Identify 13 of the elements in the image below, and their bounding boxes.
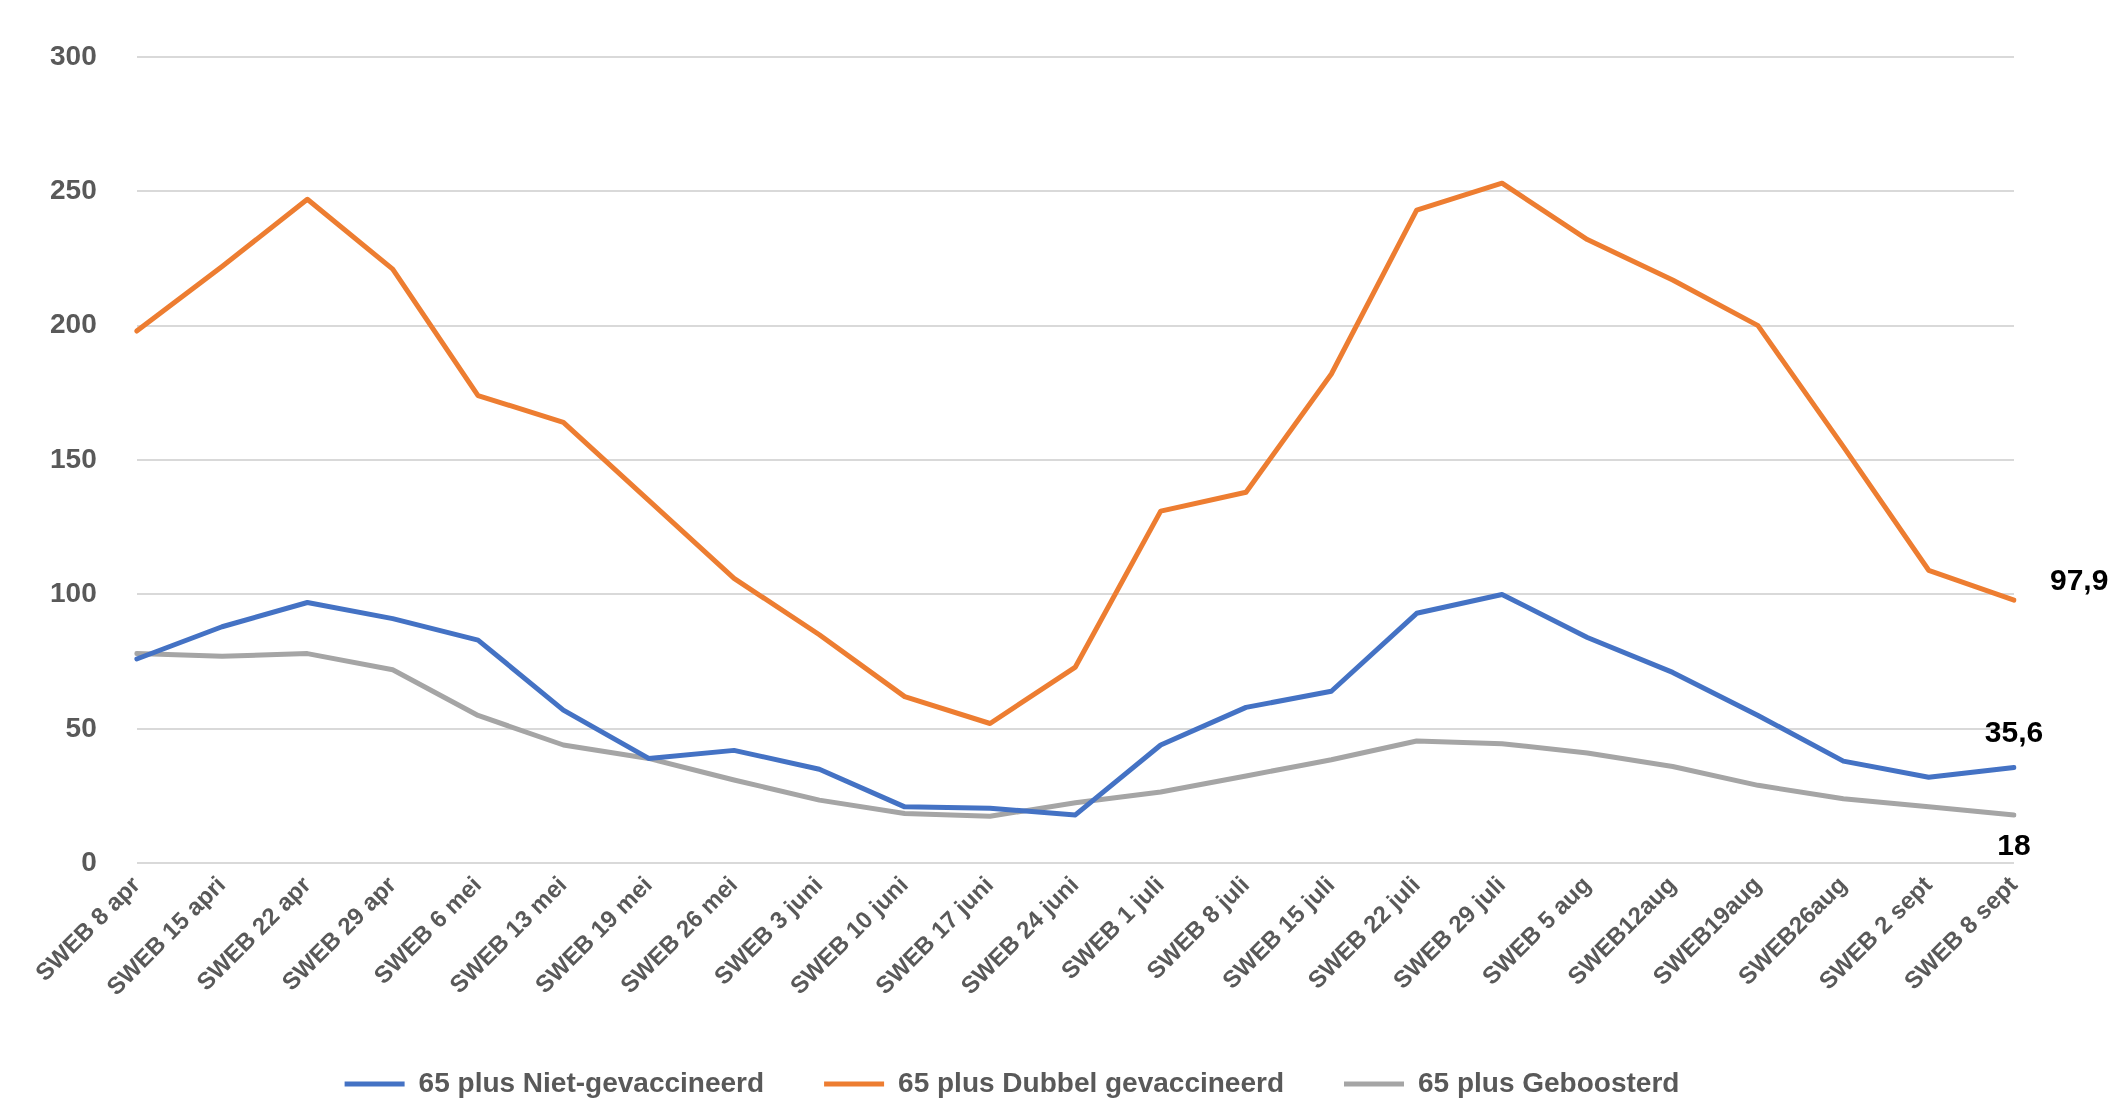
y-tick-label: 300 bbox=[50, 39, 97, 71]
y-tick-label: 100 bbox=[50, 577, 97, 609]
y-tick-label: 50 bbox=[65, 711, 97, 743]
legend-label: 65 plus Geboosterd bbox=[1418, 1066, 1680, 1098]
y-tick-label: 250 bbox=[50, 173, 97, 205]
data-label: 35,6 bbox=[1984, 714, 2044, 748]
legend-label: 65 plus Niet-gevaccineerd bbox=[418, 1066, 765, 1098]
data-label: 97,9 bbox=[2050, 563, 2109, 597]
legend-label: 65 plus Dubbel gevaccineerd bbox=[898, 1066, 1284, 1098]
y-tick-label: 0 bbox=[81, 846, 97, 878]
y-tick-label: 150 bbox=[50, 442, 97, 474]
data-label: 18 bbox=[1997, 828, 2031, 862]
y-tick-label: 200 bbox=[50, 308, 97, 340]
